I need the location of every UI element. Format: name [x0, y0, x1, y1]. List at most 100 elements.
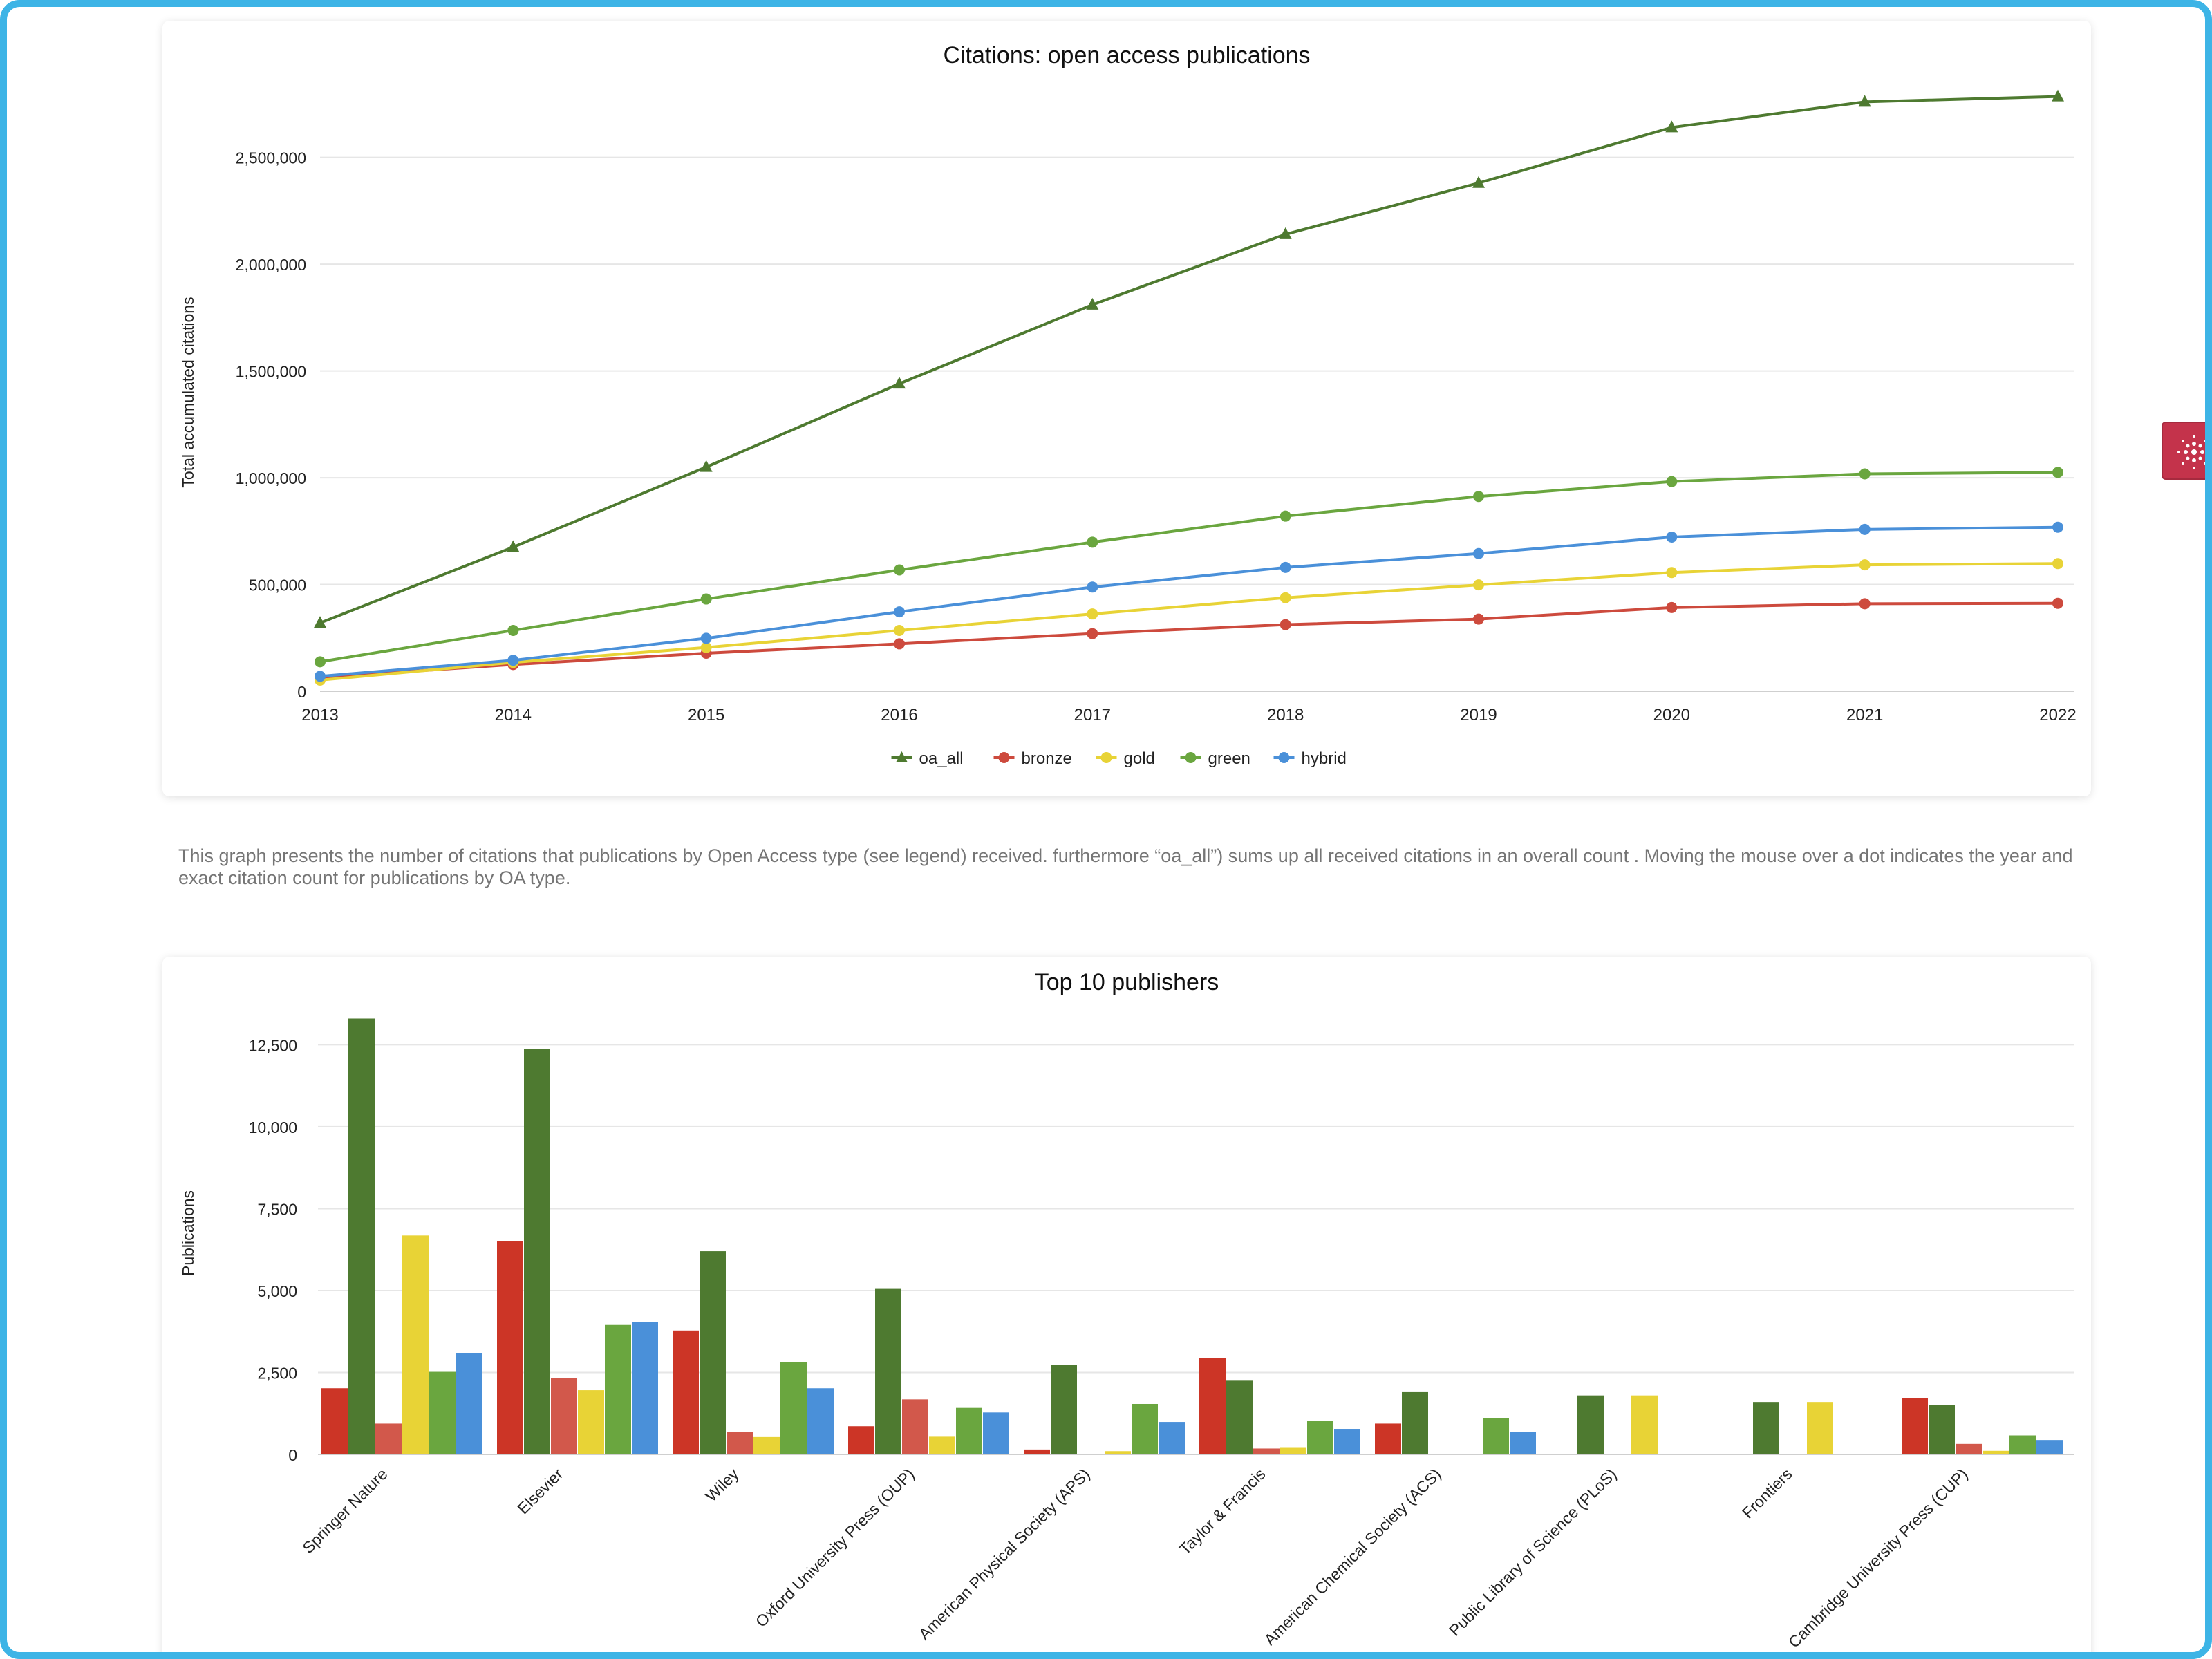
data-point-oa_all [2052, 89, 2064, 102]
legend-item-bronze: bronze [993, 749, 1072, 768]
data-point-green [700, 593, 712, 605]
bar [753, 1436, 780, 1454]
y-tick-label: 12,500 [249, 1036, 297, 1054]
data-point-oa_all [1665, 120, 1678, 133]
data-point-hybrid [315, 671, 326, 682]
bar [1753, 1402, 1779, 1454]
bar [807, 1388, 834, 1454]
legend-item-green: green [1180, 749, 1250, 768]
legend-marker [1185, 752, 1197, 763]
data-point-bronze [1666, 601, 1678, 613]
legend-marker [1100, 752, 1112, 763]
x-tick-label: American Chemical Society (ACS) [1261, 1465, 1445, 1649]
bar [632, 1322, 658, 1454]
data-point-bronze [894, 638, 905, 650]
bar [1929, 1405, 1955, 1454]
bar [1105, 1451, 1131, 1454]
bar [1334, 1429, 1360, 1454]
bar [1510, 1432, 1536, 1454]
y-tick-label: 2,500 [257, 1364, 297, 1382]
x-tick-label: Frontiers [1738, 1465, 1796, 1522]
legend-label: oa_all [919, 749, 964, 768]
bar [456, 1353, 482, 1454]
data-point-hybrid [894, 606, 905, 618]
chart-description: This graph presents the number of citati… [178, 845, 2073, 888]
data-point-gold [2052, 558, 2063, 570]
legend-marker [896, 751, 908, 762]
x-tick-label: 2020 [1653, 706, 1690, 724]
y-tick-label: 5,000 [257, 1282, 297, 1300]
data-point-hybrid [1859, 523, 1871, 535]
data-point-hybrid [700, 632, 712, 644]
bar [1577, 1395, 1604, 1454]
data-point-green [1859, 468, 1871, 480]
bar [1024, 1449, 1050, 1454]
data-point-bronze [2052, 597, 2063, 609]
bar [956, 1407, 982, 1454]
bar [848, 1426, 874, 1454]
bar [1253, 1448, 1280, 1454]
publishers-chart-card: Top 10 publishers 0 2,500 5,000 7,500 10,000 1… [162, 957, 2091, 1652]
bar [375, 1423, 402, 1454]
data-point-oa_all [1472, 176, 1485, 188]
y-tick-label: 500,000 [249, 577, 306, 594]
x-tick-label: Taylor & Francis [1176, 1465, 1269, 1558]
data-point-oa_all [1086, 297, 1099, 310]
data-point-green [1087, 536, 1098, 548]
y-tick-label: 0 [288, 1446, 297, 1464]
bar [1051, 1365, 1077, 1454]
bar [1956, 1443, 1982, 1454]
data-point-hybrid [1473, 547, 1484, 559]
x-tick-label: Public Library of Science (PLoS) [1445, 1465, 1620, 1640]
bar [321, 1388, 348, 1454]
x-tick-label: American Physical Society (APS) [915, 1465, 1094, 1643]
bar [700, 1251, 726, 1454]
x-tick-label: 2013 [301, 706, 338, 724]
legend-label: green [1208, 749, 1250, 768]
network-logo-icon [2177, 435, 2205, 469]
y-axis-label: Publications [179, 1190, 197, 1276]
data-point-green [315, 656, 326, 668]
data-point-gold [1087, 608, 1098, 620]
data-point-hybrid [1666, 531, 1678, 543]
data-point-gold [1859, 559, 1871, 571]
data-point-green [2052, 467, 2063, 478]
citations-chart-card: Citations: open access publications 0 500,… [162, 21, 2091, 796]
side-logo-button[interactable] [2162, 422, 2205, 480]
legend-item-hybrid: hybrid [1273, 749, 1347, 768]
y-tick-label: 10,000 [249, 1118, 297, 1136]
bar [1307, 1421, 1333, 1454]
x-tick-label: 2017 [1074, 706, 1111, 724]
x-tick-label: 2014 [495, 706, 532, 724]
x-tick-label: Cambridge University Press (CUP) [1785, 1465, 1971, 1651]
bar [929, 1436, 955, 1454]
bar [780, 1362, 807, 1454]
y-tick-label: 7,500 [257, 1200, 297, 1218]
bar [1631, 1395, 1658, 1454]
x-tick-label: 2021 [1846, 706, 1883, 724]
bar [1375, 1423, 1401, 1454]
series-line-gold [319, 562, 2059, 682]
legend-label: bronze [1022, 749, 1072, 768]
data-point-green [1280, 510, 1291, 522]
bar [524, 1049, 550, 1454]
series-line-hybrid [319, 525, 2059, 678]
bar [605, 1324, 631, 1454]
publishers-bar-chart: Top 10 publishers 0 2,500 5,000 7,500 10,000 1… [179, 969, 2074, 1651]
data-point-oa_all [1279, 227, 1292, 239]
data-point-green [894, 564, 905, 576]
x-tick-label: Elsevier [514, 1465, 566, 1517]
x-tick-label: Springer Nature [299, 1465, 391, 1557]
data-point-bronze [1473, 613, 1484, 625]
legend-marker [998, 752, 1010, 763]
bar [402, 1235, 429, 1454]
data-point-gold [894, 624, 905, 636]
x-tick-label: 2019 [1460, 706, 1497, 724]
data-point-bronze [1859, 598, 1871, 610]
data-point-hybrid [2052, 521, 2063, 533]
bar [1280, 1447, 1306, 1454]
y-tick-label: 2,000,000 [236, 256, 306, 274]
bar [1402, 1391, 1428, 1454]
bar [875, 1288, 901, 1454]
data-point-hybrid [1280, 561, 1291, 573]
